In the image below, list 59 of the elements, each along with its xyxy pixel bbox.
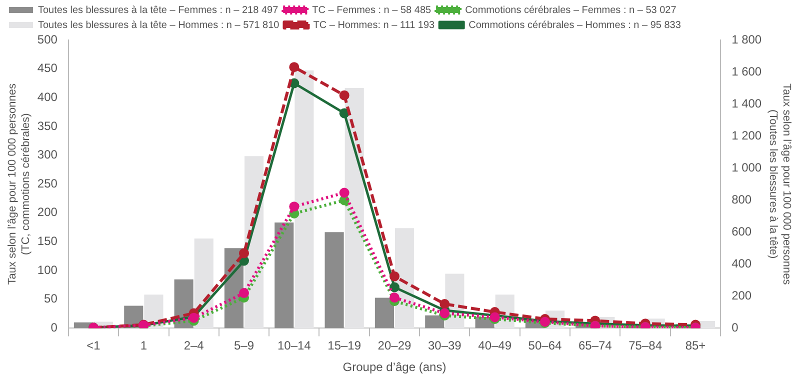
y2-tick-label: 1 800 [732, 32, 762, 46]
x-tick-label: <1 [86, 338, 101, 353]
point [389, 282, 400, 292]
y2-tick-label: 0 [732, 320, 739, 335]
y-axis-title: Taux selon l’âge pour 100 000 personnes (TC, commotions cérébrales) [6, 83, 32, 285]
y-tick-label: 500 [37, 32, 58, 46]
y2-axis-title: Taux selon l’âge pour 100 000 personnes (Toutes les blessures à la tête) [767, 84, 792, 286]
x-tick-label: 30–39 [428, 338, 462, 353]
x-tick-label: 2–4 [184, 338, 204, 353]
bar [425, 315, 444, 328]
x-tick-label: 40–49 [478, 338, 512, 353]
legend-label: TC – Femmes : n – 58 485 [312, 4, 432, 16]
y-tick-label: 150 [37, 234, 58, 248]
x-tick-label: 65–74 [578, 338, 612, 353]
bar [294, 70, 314, 328]
point [339, 90, 350, 100]
y-tick-label: 50 [44, 292, 58, 306]
x-tick-label: 1 [140, 338, 148, 353]
y-tick-label: 450 [37, 61, 58, 76]
point [389, 292, 400, 303]
point [239, 288, 249, 298]
legend-label: Commotions cérébrales – Femmes : n – 53 027 [465, 4, 677, 16]
x-tick-label: 15–19 [328, 338, 362, 353]
point [440, 308, 450, 318]
y2-tick-label: 1 400 [732, 96, 762, 110]
x-tick-label: 85+ [685, 338, 706, 353]
y-tick-label: 100 [37, 262, 58, 277]
y2-tick-label: 1 200 [732, 128, 762, 142]
point [389, 271, 400, 282]
bar [374, 298, 394, 328]
legend-label: Toutes les blessures à la tête – Hommes : n – 571 810 [38, 20, 280, 31]
y-tick-label: 300 [37, 148, 58, 162]
x-tick-label: 20–29 [378, 338, 412, 353]
y2-tick-label: 600 [732, 224, 752, 238]
y2-tick-label: 800 [732, 192, 752, 206]
legend-label: Commotions cérébrales – Hommes : n – 95 833 [468, 20, 682, 31]
point [339, 188, 350, 198]
legend-label: TC – Hommes: n – 111 193 [313, 20, 436, 31]
y2-tick-label: 400 [732, 256, 752, 270]
point [239, 248, 249, 258]
x-axis-title: Groupe d’âge (ans) [342, 360, 446, 374]
bar [324, 232, 344, 328]
x-tick-label: 10–14 [277, 338, 312, 353]
x-tick-label: 75–84 [628, 338, 662, 353]
x-tick-label: 50–64 [528, 338, 562, 353]
legend-label: Toutes les blessures à la tête – Femmes : n – 218 497 [38, 4, 279, 16]
point [289, 202, 300, 212]
y-tick-label: 350 [37, 118, 58, 133]
y-tick-label: 0 [50, 320, 58, 335]
y2-tick-label: 200 [732, 288, 752, 302]
point [440, 298, 450, 309]
y-tick-label: 200 [37, 205, 58, 220]
y-tick-label: 400 [37, 90, 58, 104]
y2-tick-label: 1 600 [732, 64, 762, 78]
x-tick-label: 5–9 [234, 338, 254, 353]
bar [274, 222, 294, 328]
y-tick-label: 250 [37, 176, 58, 190]
point [289, 62, 300, 72]
y2-tick-label: 1 000 [732, 160, 762, 174]
